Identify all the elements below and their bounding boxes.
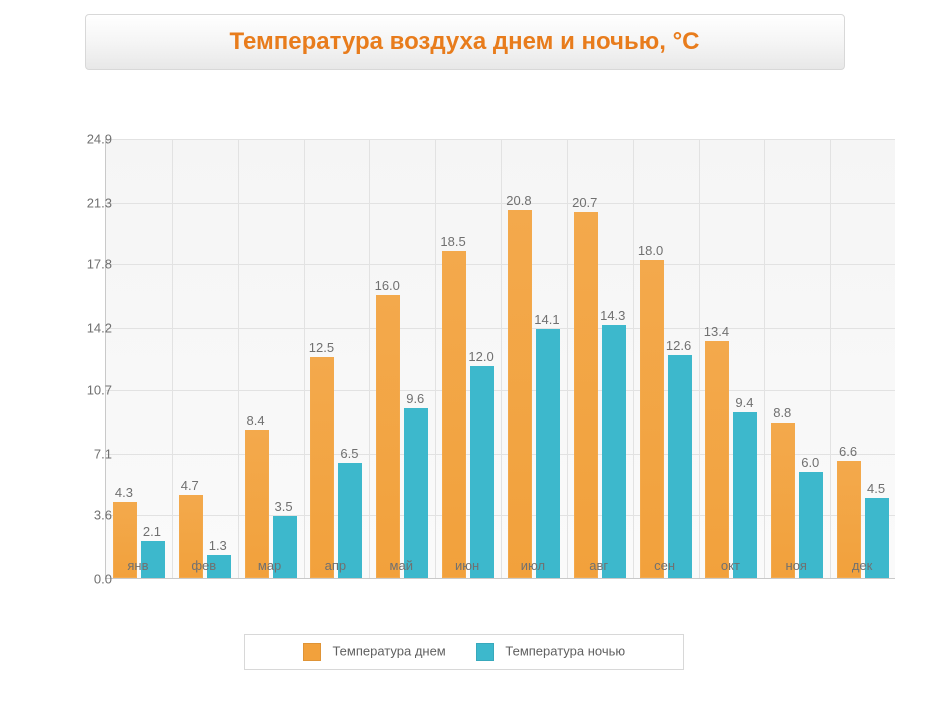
value-label-day: 16.0 xyxy=(375,278,400,293)
value-label-night: 6.0 xyxy=(801,455,819,470)
chart-plot xyxy=(105,139,895,579)
value-label-day: 4.3 xyxy=(115,485,133,500)
bar-day xyxy=(508,210,532,578)
gridline-v xyxy=(435,139,436,578)
x-axis-label: ноя xyxy=(764,558,829,573)
bar-night xyxy=(733,412,757,578)
value-label-night: 14.3 xyxy=(600,308,625,323)
value-label-night: 2.1 xyxy=(143,524,161,539)
gridline-v xyxy=(764,139,765,578)
x-axis-label: янв xyxy=(105,558,170,573)
bar-day xyxy=(310,357,334,578)
value-label-day: 8.4 xyxy=(247,413,265,428)
x-axis-label: окт xyxy=(698,558,763,573)
bar-night xyxy=(602,325,626,578)
legend-item-night: Температура ночью xyxy=(476,643,625,661)
value-label-night: 3.5 xyxy=(275,499,293,514)
value-label-night: 12.0 xyxy=(468,349,493,364)
gridline-v xyxy=(567,139,568,578)
value-label-day: 18.5 xyxy=(440,234,465,249)
bar-day xyxy=(705,341,729,578)
legend-label-night: Температура ночью xyxy=(505,643,625,658)
value-label-night: 12.6 xyxy=(666,338,691,353)
bar-day xyxy=(442,251,466,578)
gridline-v xyxy=(172,139,173,578)
value-label-day: 13.4 xyxy=(704,324,729,339)
value-label-night: 14.1 xyxy=(534,312,559,327)
x-axis-label: май xyxy=(369,558,434,573)
legend-swatch-night xyxy=(476,643,494,661)
x-axis-label: сен xyxy=(632,558,697,573)
bar-night xyxy=(404,408,428,578)
gridline-v xyxy=(369,139,370,578)
y-axis-label: 3.6 xyxy=(62,508,112,523)
gridline-v xyxy=(830,139,831,578)
x-axis-label: апр xyxy=(303,558,368,573)
y-axis-label: 10.7 xyxy=(62,382,112,397)
gridline-v xyxy=(699,139,700,578)
bar-day xyxy=(376,295,400,578)
legend: Температура днем Температура ночью xyxy=(244,634,684,670)
x-axis-label: июл xyxy=(500,558,565,573)
x-axis-label: дек xyxy=(830,558,895,573)
value-label-day: 4.7 xyxy=(181,478,199,493)
chart-title: Температура воздуха днем и ночью, °C xyxy=(229,28,699,56)
y-axis-label: 14.2 xyxy=(62,321,112,336)
gridline-v xyxy=(633,139,634,578)
bar-night xyxy=(668,355,692,578)
chart-area: 0.0 3.6 7.1 10.7 14.2 17.8 21.3 24.9 4.3 2.1 янв 4.… xyxy=(65,114,910,604)
bar-day xyxy=(771,423,795,579)
gridline-v xyxy=(501,139,502,578)
y-axis-label: 0.0 xyxy=(62,572,112,587)
value-label-night: 4.5 xyxy=(867,481,885,496)
value-label-day: 12.5 xyxy=(309,340,334,355)
legend-label-day: Температура днем xyxy=(332,643,445,658)
value-label-night: 1.3 xyxy=(209,538,227,553)
value-label-night: 9.4 xyxy=(735,395,753,410)
y-axis-label: 17.8 xyxy=(62,257,112,272)
y-axis-label: 24.9 xyxy=(62,132,112,147)
value-label-night: 9.6 xyxy=(406,391,424,406)
bar-day xyxy=(640,260,664,578)
bar-night xyxy=(536,329,560,578)
value-label-day: 6.6 xyxy=(839,444,857,459)
x-axis-label: авг xyxy=(566,558,631,573)
value-label-day: 8.8 xyxy=(773,405,791,420)
value-label-night: 6.5 xyxy=(340,446,358,461)
gridline-v xyxy=(304,139,305,578)
x-axis-label: фев xyxy=(171,558,236,573)
y-axis-label: 7.1 xyxy=(62,446,112,461)
value-label-day: 20.7 xyxy=(572,195,597,210)
legend-item-day: Температура днем xyxy=(303,643,446,661)
x-axis-label: июн xyxy=(435,558,500,573)
chart-title-box: Температура воздуха днем и ночью, °C xyxy=(85,14,845,70)
gridline-v xyxy=(238,139,239,578)
value-label-day: 20.8 xyxy=(506,193,531,208)
bar-day xyxy=(245,430,269,578)
x-axis-label: мар xyxy=(237,558,302,573)
y-axis-label: 21.3 xyxy=(62,195,112,210)
legend-swatch-day xyxy=(303,643,321,661)
value-label-day: 18.0 xyxy=(638,243,663,258)
bar-night xyxy=(470,366,494,578)
bar-day xyxy=(574,212,598,578)
